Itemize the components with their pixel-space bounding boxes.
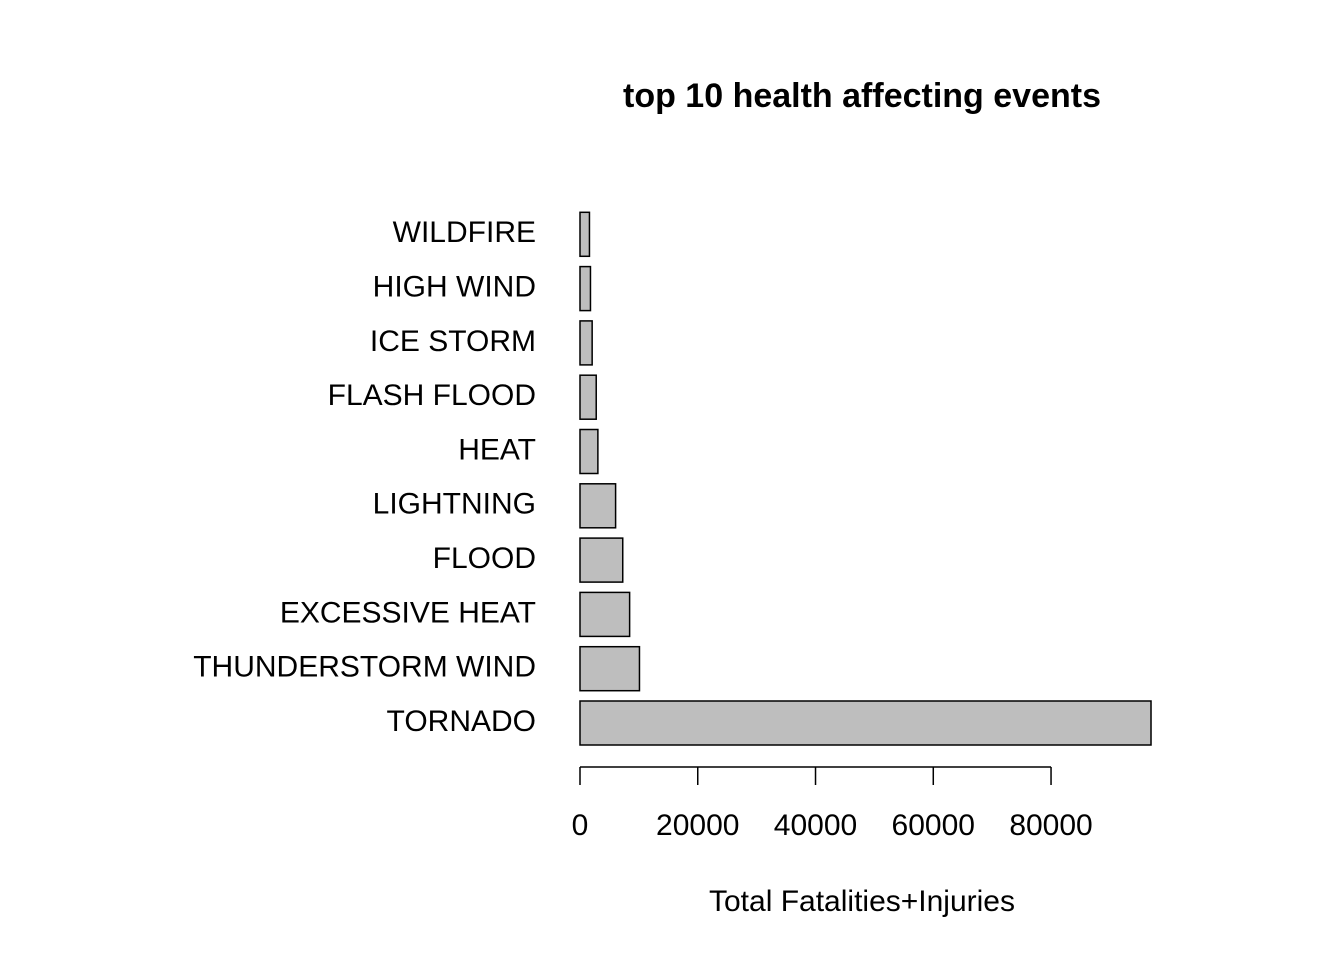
y-tick-label: HIGH WIND xyxy=(373,271,536,304)
bar xyxy=(579,700,1152,746)
bar xyxy=(579,374,597,420)
x-tick-label: 20000 xyxy=(656,809,739,842)
y-tick-label: THUNDERSTORM WIND xyxy=(193,651,536,684)
bar xyxy=(579,483,617,529)
bar xyxy=(579,428,599,475)
bar xyxy=(579,211,591,258)
bar xyxy=(579,645,641,692)
bar xyxy=(579,591,631,638)
chart-title: top 10 health affecting events xyxy=(623,77,1101,115)
x-tick-label: 40000 xyxy=(774,809,857,842)
x-axis-label: Total Fatalities+Injuries xyxy=(709,885,1015,918)
bar xyxy=(579,265,592,312)
bar xyxy=(579,537,624,583)
y-tick-label: FLASH FLOOD xyxy=(328,379,536,412)
y-tick-label: LIGHTNING xyxy=(373,488,536,521)
y-tick-label: HEAT xyxy=(458,433,536,466)
y-tick-label: FLOOD xyxy=(433,542,536,575)
y-tick-label: EXCESSIVE HEAT xyxy=(280,596,536,629)
y-tick-label: WILDFIRE xyxy=(393,216,536,249)
x-tick-label: 80000 xyxy=(1009,809,1092,842)
y-tick-label: ICE STORM xyxy=(370,325,536,358)
y-tick-label: TORNADO xyxy=(387,705,536,738)
bar xyxy=(579,320,593,366)
x-tick-label: 60000 xyxy=(892,809,975,842)
x-tick-label: 0 xyxy=(572,809,589,842)
